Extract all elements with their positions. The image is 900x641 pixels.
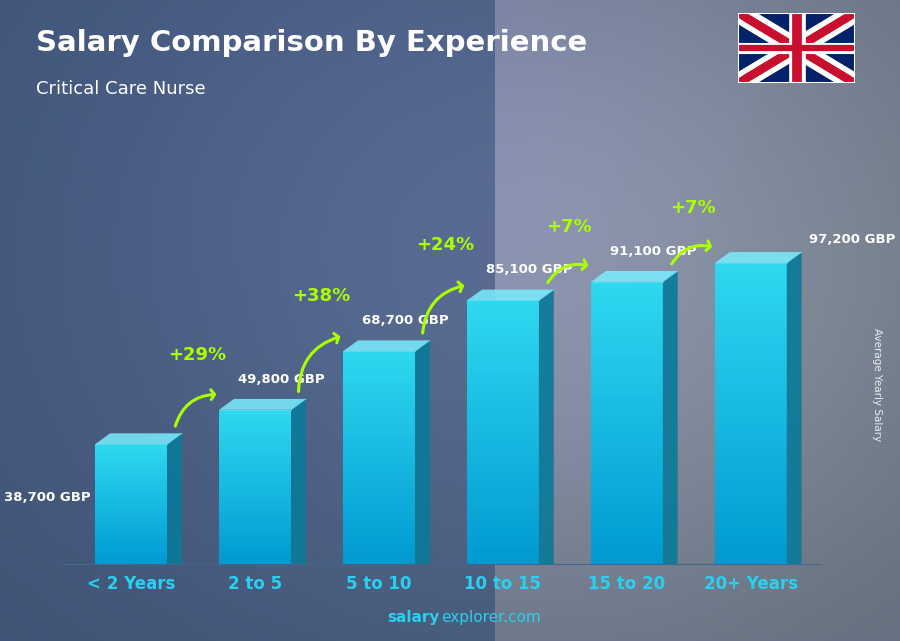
Polygon shape	[539, 290, 554, 564]
Text: 85,100 GBP: 85,100 GBP	[486, 263, 572, 276]
Polygon shape	[343, 340, 430, 351]
Polygon shape	[591, 271, 678, 282]
Text: salary: salary	[387, 610, 439, 625]
Bar	[0, 0, 495, 641]
Polygon shape	[415, 340, 430, 564]
Text: 97,200 GBP: 97,200 GBP	[809, 233, 896, 246]
Polygon shape	[467, 290, 554, 301]
Text: 49,800 GBP: 49,800 GBP	[238, 373, 324, 386]
Text: Average Yearly Salary: Average Yearly Salary	[872, 328, 883, 441]
Text: +7%: +7%	[670, 199, 716, 217]
Text: Critical Care Nurse: Critical Care Nurse	[36, 80, 205, 98]
Polygon shape	[291, 399, 306, 564]
Polygon shape	[95, 433, 182, 444]
Polygon shape	[662, 271, 678, 564]
Polygon shape	[787, 252, 802, 564]
Text: 38,700 GBP: 38,700 GBP	[4, 491, 90, 504]
Text: +24%: +24%	[416, 237, 473, 254]
Text: +7%: +7%	[545, 218, 591, 236]
Text: +29%: +29%	[167, 345, 226, 363]
Polygon shape	[167, 433, 182, 564]
Polygon shape	[220, 399, 306, 410]
Text: explorer.com: explorer.com	[441, 610, 541, 625]
Text: 91,100 GBP: 91,100 GBP	[609, 245, 696, 258]
Text: Salary Comparison By Experience: Salary Comparison By Experience	[36, 29, 587, 57]
Polygon shape	[715, 252, 802, 263]
Text: +38%: +38%	[292, 287, 350, 305]
Text: 68,700 GBP: 68,700 GBP	[362, 314, 448, 327]
